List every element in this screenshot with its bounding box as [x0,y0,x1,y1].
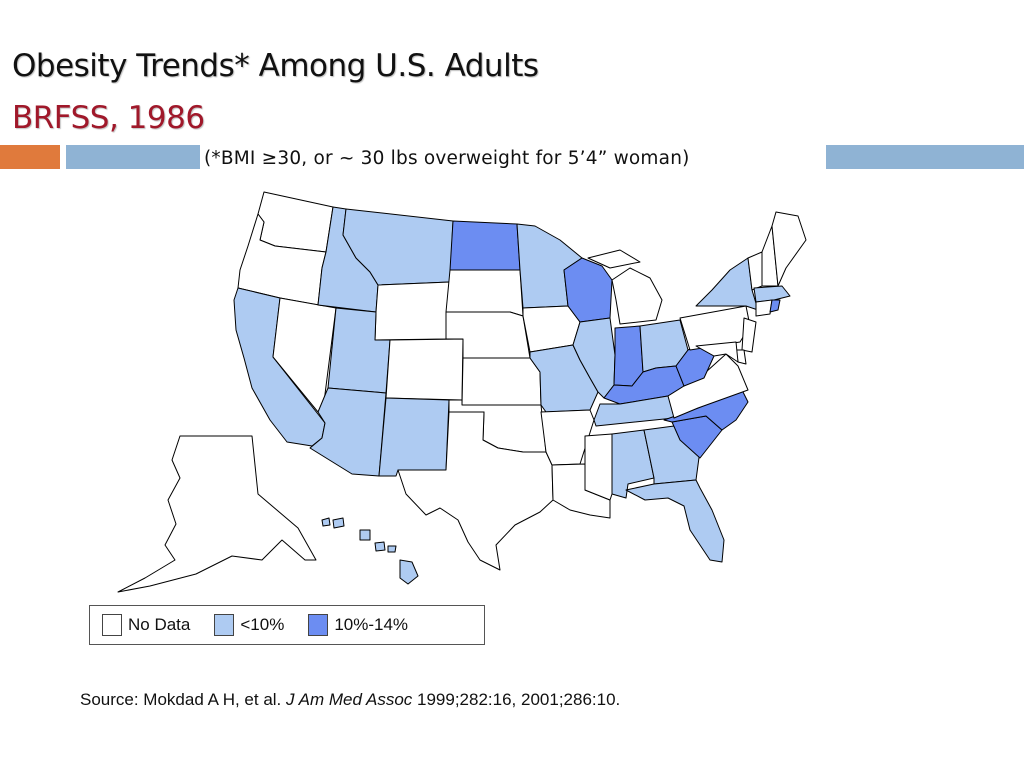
state-wi [563,257,613,323]
state-sd [445,269,524,317]
state-co [385,338,464,401]
state-fl [625,479,725,563]
accent-bar [0,145,60,169]
legend-label-10-14: 10%-14% [334,615,409,634]
state-me [771,211,807,287]
state-ks [461,357,542,406]
legend-item-no-data: No Data [102,614,190,636]
state-ct [755,299,773,317]
slide-subtitle: BRFSS, 1986 [12,100,205,136]
state-hi [321,517,419,585]
legend-swatch-10-14 [308,614,329,636]
state-ms [584,433,613,501]
slide-title: Obesity Trends* Among U.S. Adults [12,48,539,84]
state-mi [587,249,663,325]
legend-item-10-14: 10%-14% [308,614,408,636]
source-journal: J Am Med Assoc [286,690,413,709]
legend-item-lt10: <10% [214,614,284,636]
source-prefix: Source: Mokdad A H, et al. [80,690,287,709]
legend-swatch-no-data [102,614,122,636]
state-ma [753,285,791,303]
map-legend: No Data <10% 10%-14% [89,605,485,645]
state-pa [679,305,751,351]
state-tx [397,411,554,571]
state-il [572,317,616,399]
state-nd [449,220,521,271]
state-wy [374,281,451,341]
state-nj [741,317,757,353]
legend-label-no-data: No Data [128,615,191,634]
state-md [695,341,739,363]
source-citation: Source: Mokdad A H, et al. J Am Med Asso… [80,688,700,712]
legend-label-lt10: <10% [240,615,285,634]
state-ri [769,299,781,313]
bmi-note: (*BMI ≥30, or ~ 30 lbs overweight for 5’… [200,145,826,172]
state-nm [378,397,450,477]
legend-swatch-lt10 [214,614,235,636]
state-ak [117,435,317,593]
state-wa [257,191,334,253]
source-suffix: 1999;282:16, 2001;286:10. [412,690,621,709]
